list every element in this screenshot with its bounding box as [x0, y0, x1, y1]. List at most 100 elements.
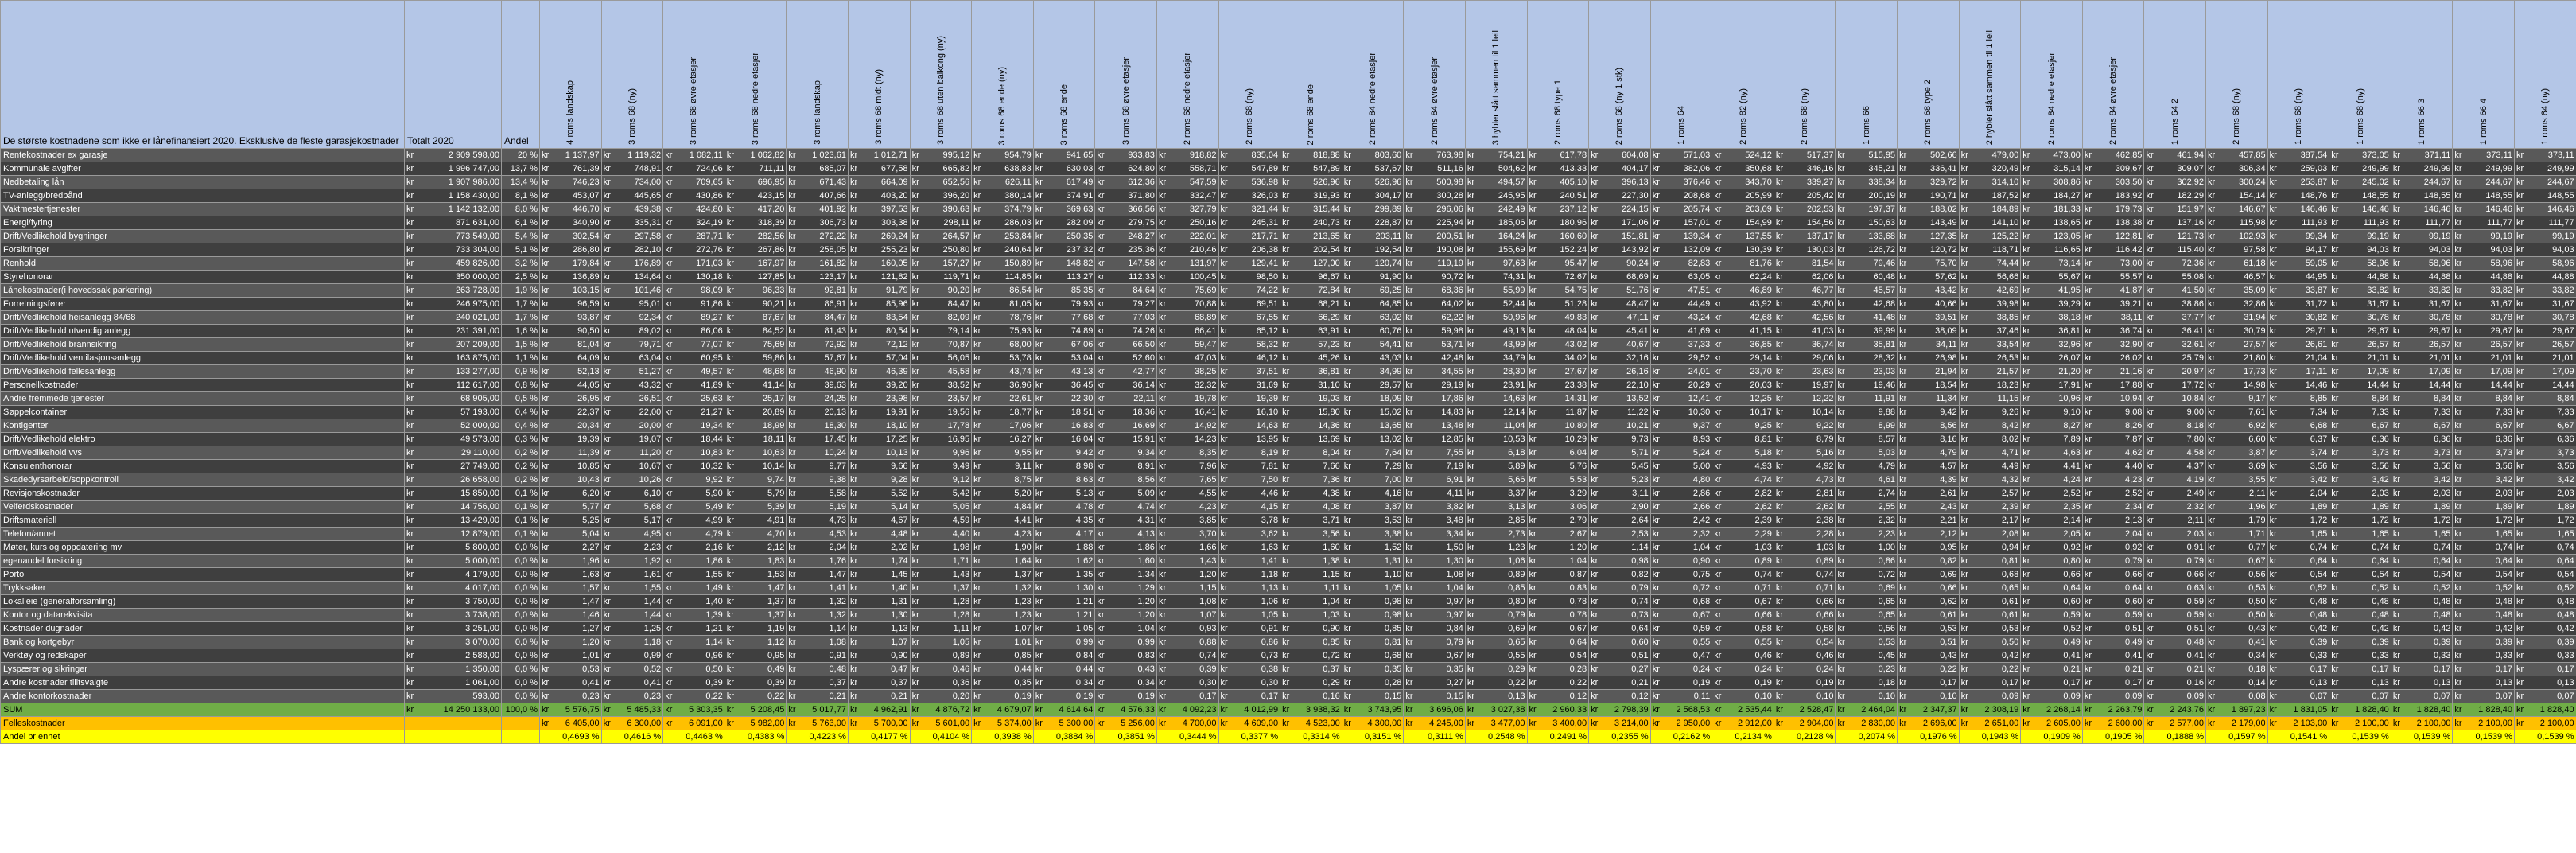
table-cell[interactable]: kr 5,79	[724, 486, 787, 501]
table-cell[interactable]: kr 27,67	[1526, 364, 1590, 379]
sum-cell[interactable]: kr 1 897,23	[2205, 703, 2268, 717]
table-cell[interactable]: kr 0,62	[1897, 594, 1960, 609]
table-cell[interactable]: kr 0,14	[2205, 676, 2268, 690]
table-cell[interactable]: kr 1,14	[662, 635, 725, 649]
table-cell[interactable]: kr 60,76	[1341, 324, 1405, 338]
row-total[interactable]: kr 14 756,00	[404, 500, 502, 514]
table-cell[interactable]: kr 3,82	[1403, 500, 1466, 514]
table-cell[interactable]: kr 4,41	[971, 513, 1034, 528]
table-cell[interactable]: kr 9,12	[909, 473, 973, 487]
table-cell[interactable]: kr 0,97	[1403, 594, 1466, 609]
row-share[interactable]: 1,7 %	[501, 297, 540, 311]
row-total[interactable]: kr 27 749,00	[404, 459, 502, 473]
table-cell[interactable]: kr 0,79	[2143, 554, 2207, 568]
table-cell[interactable]: kr 3,29	[1526, 486, 1590, 501]
table-cell[interactable]: kr 1,03	[1712, 540, 1774, 555]
sum-cell[interactable]: kr 5 576,75	[539, 703, 602, 717]
table-cell[interactable]: kr 0,67	[1526, 621, 1590, 636]
table-cell[interactable]: kr 7,34	[2267, 405, 2330, 419]
row-total[interactable]: kr 1 061,00	[404, 676, 502, 690]
sum-share[interactable]: 100,0 %	[501, 703, 540, 717]
table-cell[interactable]: kr 148,55	[2329, 189, 2391, 203]
andel-cell[interactable]: 0,4693 %	[539, 730, 602, 744]
table-cell[interactable]: kr 52,13	[539, 364, 602, 379]
table-cell[interactable]: kr 0,52	[600, 662, 664, 676]
table-cell[interactable]: kr 14,83	[1403, 405, 1466, 419]
table-cell[interactable]: kr 1,89	[2390, 500, 2454, 514]
table-cell[interactable]: kr 0,55	[1712, 635, 1774, 649]
table-cell[interactable]: kr 0,64	[2514, 554, 2576, 568]
table-cell[interactable]: kr 517,37	[1773, 148, 1836, 162]
table-cell[interactable]: kr 0,48	[2329, 608, 2391, 622]
table-cell[interactable]: kr 42,69	[1958, 283, 2022, 298]
table-cell[interactable]: kr 86,91	[786, 297, 849, 311]
table-cell[interactable]: kr 8,84	[2329, 391, 2391, 406]
column-header-apartment[interactable]: 2 roms 68 (ny 1 stk)	[1588, 0, 1651, 149]
table-cell[interactable]: kr 1,06	[1218, 594, 1281, 609]
table-cell[interactable]: kr 14,36	[1280, 419, 1342, 433]
table-cell[interactable]: kr 1,21	[662, 621, 725, 636]
table-cell[interactable]: kr 133,68	[1835, 229, 1898, 243]
table-cell[interactable]: kr 8,18	[2143, 419, 2207, 433]
table-cell[interactable]: kr 3,56	[2452, 459, 2515, 473]
table-cell[interactable]: kr 0,34	[1032, 676, 1096, 690]
table-cell[interactable]: kr 31,67	[2514, 297, 2576, 311]
sum-cell[interactable]: kr 1 828,40	[2329, 703, 2391, 717]
table-cell[interactable]: kr 1,04	[1649, 540, 1713, 555]
row-share[interactable]: 0,8 %	[501, 378, 540, 392]
table-cell[interactable]: kr 0,74	[2390, 540, 2454, 555]
table-cell[interactable]: kr 327,79	[1156, 202, 1219, 216]
table-cell[interactable]: kr 1,72	[2390, 513, 2454, 528]
table-cell[interactable]: kr 1,43	[1156, 554, 1219, 568]
table-cell[interactable]: kr 3,73	[2390, 446, 2454, 460]
table-cell[interactable]: kr 10,96	[2020, 391, 2083, 406]
row-label[interactable]: Lånekostnader(i hovedssak parkering)	[0, 283, 405, 298]
table-cell[interactable]: kr 0,19	[1773, 676, 1836, 690]
table-cell[interactable]: kr 652,56	[909, 175, 973, 189]
table-cell[interactable]: kr 9,25	[1712, 419, 1774, 433]
table-cell[interactable]: kr 26,07	[2020, 351, 2083, 365]
row-total[interactable]: kr 49 573,00	[404, 432, 502, 446]
row-total[interactable]: kr 593,00	[404, 689, 502, 703]
table-cell[interactable]: kr 0,72	[1649, 581, 1713, 595]
table-cell[interactable]: kr 4,08	[1280, 500, 1342, 514]
sum-cell[interactable]: kr 2 528,47	[1773, 703, 1836, 717]
table-cell[interactable]: kr 0,34	[1094, 676, 1157, 690]
row-share[interactable]: 6,1 %	[501, 216, 540, 230]
table-cell[interactable]: kr 2,32	[1835, 513, 1898, 528]
row-label[interactable]: Skadedyrsarbeid/soppkontroll	[0, 473, 405, 487]
table-cell[interactable]: kr 26,57	[2329, 337, 2391, 352]
andel-cell[interactable]: 0,4104 %	[909, 730, 973, 744]
table-cell[interactable]: kr 724,06	[662, 162, 725, 176]
table-cell[interactable]: kr 0,35	[1403, 662, 1466, 676]
table-cell[interactable]: kr 3,87	[2205, 446, 2268, 460]
table-cell[interactable]: kr 3,42	[2514, 473, 2576, 487]
table-cell[interactable]: kr 0,58	[1712, 621, 1774, 636]
table-cell[interactable]: kr 2,04	[786, 540, 849, 555]
table-cell[interactable]: kr 21,04	[2267, 351, 2330, 365]
table-cell[interactable]: kr 41,03	[1773, 324, 1836, 338]
table-cell[interactable]: kr 57,23	[1280, 337, 1342, 352]
row-total[interactable]: kr 5 800,00	[404, 540, 502, 555]
table-cell[interactable]: kr 85,35	[1032, 283, 1096, 298]
table-cell[interactable]: kr 7,33	[2329, 405, 2391, 419]
table-cell[interactable]: kr 25,17	[724, 391, 787, 406]
row-total[interactable]: kr 5 000,00	[404, 554, 502, 568]
table-cell[interactable]: kr 17,09	[2390, 364, 2454, 379]
column-header-apartment[interactable]: 3 roms landskap	[786, 0, 849, 149]
row-total[interactable]: kr 733 304,00	[404, 243, 502, 257]
table-cell[interactable]: kr 13,48	[1403, 419, 1466, 433]
table-cell[interactable]: kr 340,90	[539, 216, 602, 230]
table-cell[interactable]: kr 0,24	[1649, 662, 1713, 676]
table-cell[interactable]: kr 55,08	[2143, 270, 2207, 284]
table-cell[interactable]: kr 43,03	[1341, 351, 1405, 365]
table-cell[interactable]: kr 1,89	[2452, 500, 2515, 514]
table-cell[interactable]: kr 58,96	[2514, 256, 2576, 271]
table-cell[interactable]: kr 19,46	[1835, 378, 1898, 392]
table-cell[interactable]: kr 558,71	[1156, 162, 1219, 176]
table-cell[interactable]: kr 0,64	[1526, 635, 1590, 649]
row-total[interactable]: kr 871 631,00	[404, 216, 502, 230]
column-header-apartment[interactable]: 3 roms 68 øvre etasjer	[1094, 0, 1157, 149]
table-cell[interactable]: kr 0,50	[662, 662, 725, 676]
table-cell[interactable]: kr 3,69	[2205, 459, 2268, 473]
